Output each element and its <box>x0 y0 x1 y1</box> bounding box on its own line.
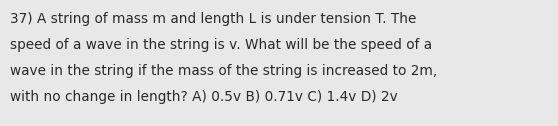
Text: wave in the string if the mass of the string is increased to 2m,: wave in the string if the mass of the st… <box>10 64 437 78</box>
Text: speed of a wave in the string is v. What will be the speed of a: speed of a wave in the string is v. What… <box>10 38 432 52</box>
Text: 37) A string of mass m and length L is under tension T. The: 37) A string of mass m and length L is u… <box>10 12 416 26</box>
Text: with no change in length? A) 0.5v B) 0.71v C) 1.4v D) 2v: with no change in length? A) 0.5v B) 0.7… <box>10 90 398 104</box>
